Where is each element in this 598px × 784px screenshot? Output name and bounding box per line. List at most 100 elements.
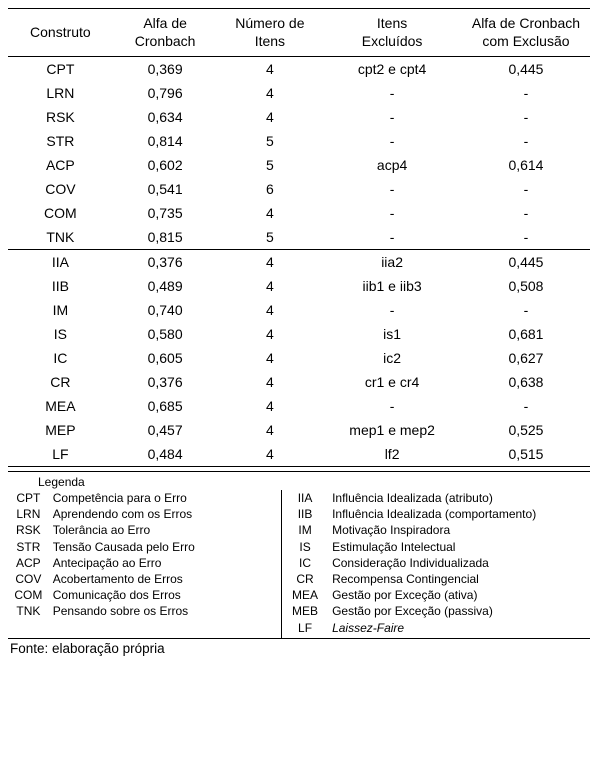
table-cell: 0,525 <box>462 418 590 442</box>
table-cell: lf2 <box>322 442 462 467</box>
legend-text: Pensando sobre os Erros <box>49 603 282 619</box>
legend-text: Tolerância ao Erro <box>49 522 282 538</box>
table-cell: MEP <box>8 418 113 442</box>
table-cell: - <box>462 105 590 129</box>
table-row: CR0,3764cr1 e cr40,638 <box>8 370 590 394</box>
table-section-1: CPT0,3694cpt2 e cpt40,445LRN0,7964--RSK0… <box>8 57 590 250</box>
table-cell: - <box>462 201 590 225</box>
legend-row: TNKPensando sobre os ErrosMEBGestão por … <box>8 603 590 619</box>
table-cell: 0,457 <box>113 418 218 442</box>
table-cell: - <box>462 225 590 250</box>
legend-text: Comunicação dos Erros <box>49 587 282 603</box>
table-cell: TNK <box>8 225 113 250</box>
legend-code: IS <box>282 539 329 555</box>
legend-text: Gestão por Exceção (ativa) <box>328 587 590 603</box>
table-cell: 0,740 <box>113 298 218 322</box>
col-construto: Construto <box>8 9 113 57</box>
table-cell: - <box>322 394 462 418</box>
table-row: COM0,7354-- <box>8 201 590 225</box>
table-cell: 4 <box>218 370 323 394</box>
legend-row: CPTCompetência para o ErroIIAInfluência … <box>8 490 590 506</box>
legend-code: CPT <box>8 490 49 506</box>
legend-code: TNK <box>8 603 49 619</box>
table-cell: acp4 <box>322 153 462 177</box>
legend-code: LRN <box>8 506 49 522</box>
table-row: LRN0,7964-- <box>8 81 590 105</box>
legend-text: Competência para o Erro <box>49 490 282 506</box>
table-cell: 0,376 <box>113 250 218 274</box>
table-cell: 0,484 <box>113 442 218 467</box>
table-cell: 5 <box>218 153 323 177</box>
legend-row: ACPAntecipação ao ErroICConsideração Ind… <box>8 555 590 571</box>
table-cell: COV <box>8 177 113 201</box>
legend-code: MEA <box>282 587 329 603</box>
table-row: LF0,4844lf20,515 <box>8 442 590 467</box>
table-cell: ACP <box>8 153 113 177</box>
table-cell: - <box>462 394 590 418</box>
table-cell: 0,376 <box>113 370 218 394</box>
table-cell: MEA <box>8 394 113 418</box>
table-row: IS0,5804is10,681 <box>8 322 590 346</box>
table-cell: is1 <box>322 322 462 346</box>
table-cell: 0,685 <box>113 394 218 418</box>
table-cell: 0,445 <box>462 250 590 274</box>
table-cell: 0,627 <box>462 346 590 370</box>
legend-title: Legenda <box>8 472 590 491</box>
table-cell: - <box>322 177 462 201</box>
table-cell: 5 <box>218 129 323 153</box>
table-cell: - <box>322 81 462 105</box>
table-cell: - <box>322 129 462 153</box>
table-cell: 0,634 <box>113 105 218 129</box>
legend-body: CPTCompetência para o ErroIIAInfluência … <box>8 490 590 638</box>
legend-code: CR <box>282 571 329 587</box>
table-row: RSK0,6344-- <box>8 105 590 129</box>
table-row: MEP0,4574mep1 e mep20,525 <box>8 418 590 442</box>
legend-code: MEB <box>282 603 329 619</box>
table-cell: 0,445 <box>462 57 590 82</box>
table-row: IM0,7404-- <box>8 298 590 322</box>
legend-text: Antecipação ao Erro <box>49 555 282 571</box>
table-cell: CPT <box>8 57 113 82</box>
legend-code: IC <box>282 555 329 571</box>
table-source: Fonte: elaboração própria <box>8 641 590 656</box>
col-excluidos: ItensExcluídos <box>322 9 462 57</box>
legend-code: COV <box>8 571 49 587</box>
table-row: CPT0,3694cpt2 e cpt40,445 <box>8 57 590 82</box>
legend-text: Recompensa Contingencial <box>328 571 590 587</box>
table-cell: IIA <box>8 250 113 274</box>
legend-text <box>49 620 282 639</box>
legend-code: STR <box>8 539 49 555</box>
legend-row: LFLaissez-Faire <box>8 620 590 639</box>
table-cell: - <box>322 105 462 129</box>
table-cell: IS <box>8 322 113 346</box>
table-row: IIB0,4894iib1 e iib30,508 <box>8 274 590 298</box>
table-cell: LRN <box>8 81 113 105</box>
table-cell: 4 <box>218 394 323 418</box>
legend-code: LF <box>282 620 329 639</box>
table-cell: 0,815 <box>113 225 218 250</box>
table-cell: iia2 <box>322 250 462 274</box>
table-row: STR0,8145-- <box>8 129 590 153</box>
table-cell: 4 <box>218 274 323 298</box>
legend-code <box>8 620 49 639</box>
legend-code: ACP <box>8 555 49 571</box>
table-cell: 0,814 <box>113 129 218 153</box>
legend-text: Gestão por Exceção (passiva) <box>328 603 590 619</box>
table-cell: 4 <box>218 250 323 274</box>
legend-text: Laissez-Faire <box>328 620 590 639</box>
table-cell: 4 <box>218 346 323 370</box>
table-cell: 0,638 <box>462 370 590 394</box>
col-alfa: Alfa deCronbach <box>113 9 218 57</box>
table-cell: 0,515 <box>462 442 590 467</box>
table-cell: 0,796 <box>113 81 218 105</box>
table-cell: mep1 e mep2 <box>322 418 462 442</box>
col-num-itens: Número deItens <box>218 9 323 57</box>
table-cell: 5 <box>218 225 323 250</box>
table-cell: cr1 e cr4 <box>322 370 462 394</box>
table-cell: 0,681 <box>462 322 590 346</box>
legend-title-row: Legenda <box>8 472 590 491</box>
table-cell: 4 <box>218 81 323 105</box>
cronbach-table: Construto Alfa deCronbach Número deItens… <box>8 8 590 467</box>
table-header: Construto Alfa deCronbach Número deItens… <box>8 9 590 57</box>
table-cell: 0,580 <box>113 322 218 346</box>
